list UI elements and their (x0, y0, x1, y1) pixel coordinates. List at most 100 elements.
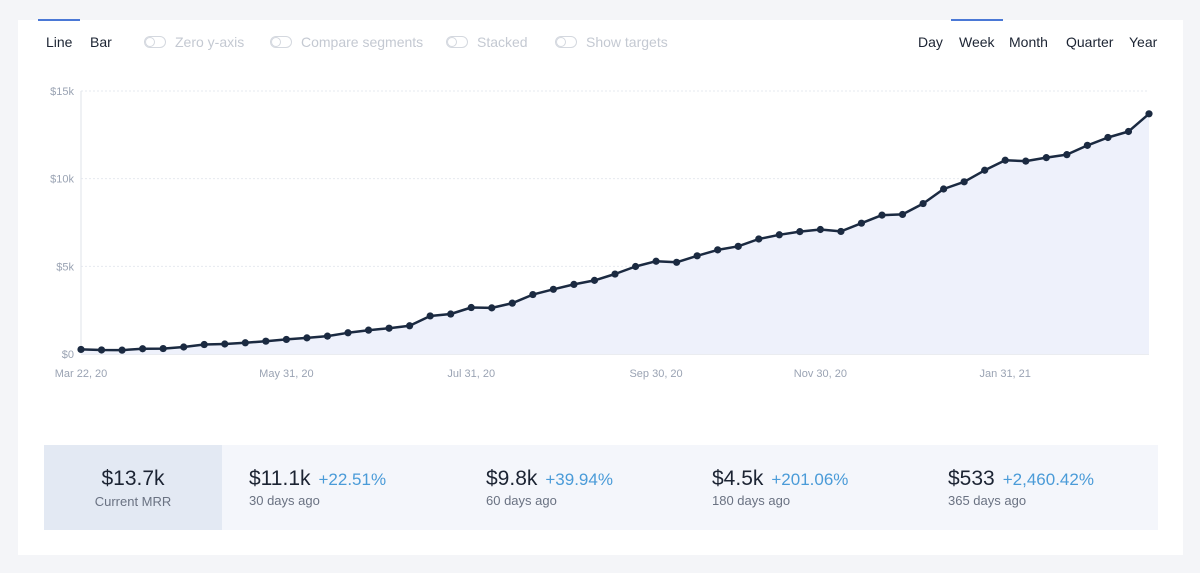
data-point[interactable] (508, 299, 516, 307)
data-point[interactable] (590, 276, 599, 284)
data-point[interactable] (1083, 141, 1091, 149)
mrr-stats-bar: $13.7k Current MRR $11.1k +22.51% 30 days… (44, 445, 1158, 530)
y-tick-label: $5k (56, 261, 74, 273)
data-point[interactable] (529, 290, 537, 299)
data-point[interactable] (898, 210, 907, 219)
data-point[interactable] (77, 345, 85, 354)
current-mrr-stat: $13.7k Current MRR (44, 445, 222, 530)
data-point[interactable] (488, 304, 496, 312)
data-point[interactable] (1063, 151, 1071, 159)
toggle-label: Show targets (586, 34, 668, 50)
data-point[interactable] (1145, 110, 1153, 118)
data-point[interactable] (611, 270, 619, 278)
y-tick-label: $15k (50, 86, 74, 98)
toggle-stacked[interactable]: Stacked (446, 34, 528, 50)
stat-30-days: $11.1k +22.51% 30 days ago (249, 467, 386, 508)
data-point[interactable] (364, 326, 373, 334)
data-point[interactable] (755, 235, 763, 243)
stat-change: +39.94% (545, 470, 613, 489)
toggle-switch-icon (144, 36, 166, 48)
toggle-show-targets[interactable]: Show targets (555, 34, 668, 50)
tab-month[interactable]: Month (1009, 34, 1048, 50)
data-point[interactable] (796, 228, 804, 236)
tab-week[interactable]: Week (951, 19, 1002, 50)
data-point[interactable] (1001, 156, 1009, 164)
data-point[interactable] (981, 166, 989, 174)
data-point[interactable] (467, 303, 475, 312)
data-point[interactable] (816, 225, 824, 234)
toggle-label: Stacked (477, 34, 528, 50)
stat-change: +201.06% (771, 470, 849, 489)
data-point[interactable] (714, 246, 722, 254)
stat-label: 365 days ago (948, 493, 1027, 508)
data-point[interactable] (652, 257, 660, 265)
data-point[interactable] (97, 346, 106, 354)
data-point[interactable] (447, 310, 455, 318)
data-point[interactable] (180, 343, 188, 351)
toggle-zero-y-axis[interactable]: Zero y-axis (144, 34, 244, 50)
data-point[interactable] (406, 322, 414, 330)
data-point[interactable] (857, 219, 866, 227)
data-point[interactable] (570, 280, 578, 288)
tab-year[interactable]: Year (1129, 34, 1158, 50)
toggle-switch-icon (555, 36, 577, 48)
mrr-line-chart: $0 $5k $10k $15k Mar 22, 20 May 31, 20 Jul 31… (50, 86, 1153, 380)
stat-value: $533 (948, 467, 995, 490)
data-point[interactable] (631, 262, 640, 271)
toggle-label: Zero y-axis (175, 34, 245, 50)
data-point[interactable] (385, 324, 393, 332)
data-point[interactable] (200, 340, 208, 349)
tab-quarter[interactable]: Quarter (1066, 34, 1114, 50)
data-point[interactable] (323, 332, 332, 340)
tab-line[interactable]: Line (37, 19, 82, 50)
x-tick-label: Jul 31, 20 (447, 368, 495, 380)
data-point[interactable] (960, 178, 968, 186)
data-point[interactable] (775, 231, 783, 239)
data-point[interactable] (344, 329, 352, 337)
data-point[interactable] (1042, 154, 1050, 162)
x-tick-label: Mar 22, 20 (55, 368, 108, 380)
data-point[interactable] (221, 340, 229, 348)
toggle-switch-icon (270, 36, 292, 48)
x-tick-label: Nov 30, 20 (794, 368, 847, 380)
data-point[interactable] (426, 312, 434, 320)
data-point[interactable] (1104, 133, 1112, 142)
data-point[interactable] (262, 337, 270, 345)
stat-value: $4.5k (712, 467, 764, 490)
stat-label: 180 days ago (712, 493, 791, 508)
data-point[interactable] (878, 211, 886, 219)
data-point[interactable] (241, 339, 249, 347)
series-area (81, 113, 1149, 354)
toggle-label: Compare segments (301, 34, 424, 50)
x-tick-label: Jan 31, 21 (980, 368, 1031, 380)
stat-label: 60 days ago (486, 493, 557, 508)
tab-bar[interactable]: Bar (90, 34, 112, 50)
stat-change: +22.51% (318, 470, 387, 489)
y-tick-label: $0 (62, 349, 74, 361)
current-mrr-label: Current MRR (94, 494, 172, 509)
data-point[interactable] (1022, 157, 1030, 165)
stat-value: $11.1k (249, 467, 311, 490)
data-point[interactable] (118, 346, 126, 354)
tab-day[interactable]: Day (918, 34, 943, 50)
chart-card: Line Bar Zero y-axis Compare segments St… (18, 19, 1183, 555)
toggle-compare-segments[interactable]: Compare segments (270, 34, 423, 50)
data-point[interactable] (693, 252, 701, 260)
current-mrr-value: $13.7k (101, 467, 165, 490)
data-point[interactable] (303, 334, 311, 342)
data-point[interactable] (940, 185, 948, 193)
chart-toolbar: Line Bar Zero y-axis Compare segments St… (18, 19, 1183, 64)
x-tick-label: May 31, 20 (259, 368, 313, 380)
data-point[interactable] (919, 199, 927, 208)
data-point[interactable] (549, 285, 557, 293)
data-point[interactable] (1124, 127, 1133, 136)
y-axis: $0 $5k $10k $15k (50, 86, 74, 361)
data-point[interactable] (673, 258, 681, 266)
data-point[interactable] (734, 242, 742, 250)
data-point[interactable] (139, 345, 147, 353)
x-tick-label: Sep 30, 20 (629, 368, 682, 380)
data-point[interactable] (159, 344, 167, 353)
data-point[interactable] (837, 227, 845, 236)
x-axis: Mar 22, 20 May 31, 20 Jul 31, 20 Sep 30, 20… (55, 368, 1031, 380)
data-point[interactable] (282, 335, 290, 344)
